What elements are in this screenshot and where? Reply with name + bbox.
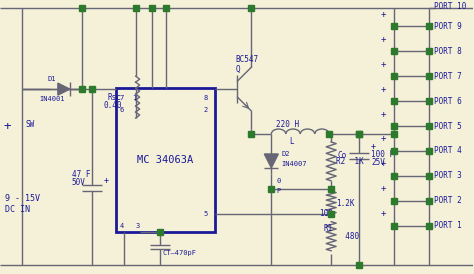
Text: +: + xyxy=(381,35,386,44)
Text: PORT 7: PORT 7 xyxy=(434,72,462,81)
Polygon shape xyxy=(264,154,278,168)
Text: 7: 7 xyxy=(120,95,124,101)
Text: R1: R1 xyxy=(323,224,332,233)
Text: 5: 5 xyxy=(203,211,208,217)
Text: PORT 2: PORT 2 xyxy=(434,196,462,205)
Text: +: + xyxy=(381,60,386,69)
Text: 2: 2 xyxy=(203,107,208,113)
Text: +: + xyxy=(381,209,386,218)
Text: L: L xyxy=(289,138,294,147)
Text: 25V: 25V xyxy=(371,158,385,167)
Text: D2: D2 xyxy=(281,151,290,157)
Text: +: + xyxy=(381,184,386,193)
Text: 4: 4 xyxy=(120,223,124,229)
Text: 1: 1 xyxy=(132,95,136,101)
Text: PORT 5: PORT 5 xyxy=(434,122,462,130)
Text: CT—470pF: CT—470pF xyxy=(163,250,197,256)
Text: 0.40: 0.40 xyxy=(103,101,122,110)
Text: 220 H: 220 H xyxy=(276,119,300,129)
Text: 9 - 15V
DC IN: 9 - 15V DC IN xyxy=(5,194,40,213)
Text: 6: 6 xyxy=(120,107,124,113)
Text: +: + xyxy=(381,10,386,19)
Text: +: + xyxy=(371,142,376,152)
Text: PORT 1: PORT 1 xyxy=(434,221,462,230)
Text: Co: Co xyxy=(337,152,346,161)
Text: P: P xyxy=(276,188,281,194)
Text: D1: D1 xyxy=(47,76,56,82)
Text: 480: 480 xyxy=(336,232,359,241)
Text: 47 F: 47 F xyxy=(72,170,91,179)
Text: IN4001: IN4001 xyxy=(39,96,64,102)
Text: 100: 100 xyxy=(319,209,333,218)
Text: PORT 10: PORT 10 xyxy=(434,2,466,11)
Text: 100 F: 100 F xyxy=(371,150,394,159)
Text: +: + xyxy=(4,120,11,133)
Text: PORT 4: PORT 4 xyxy=(434,147,462,155)
Text: Rsc: Rsc xyxy=(108,93,122,102)
Text: PORT 8: PORT 8 xyxy=(434,47,462,56)
Text: IN4007: IN4007 xyxy=(281,161,307,167)
Text: Q: Q xyxy=(236,65,240,74)
Text: MC 34063A: MC 34063A xyxy=(137,155,194,165)
Text: +: + xyxy=(104,176,109,185)
Text: PORT 6: PORT 6 xyxy=(434,97,462,105)
Polygon shape xyxy=(58,83,70,95)
Text: 3: 3 xyxy=(136,223,140,229)
Text: 8: 8 xyxy=(203,95,208,101)
Text: BC547: BC547 xyxy=(236,55,258,64)
Text: +: + xyxy=(381,135,386,144)
Text: R2  1K: R2 1K xyxy=(336,157,364,166)
Text: 50V: 50V xyxy=(72,178,86,187)
Text: PORT 3: PORT 3 xyxy=(434,172,462,180)
Text: 0: 0 xyxy=(276,178,281,184)
Text: +: + xyxy=(381,110,386,119)
Text: SW: SW xyxy=(26,120,35,129)
Text: +: + xyxy=(381,159,386,169)
Text: 1.2K: 1.2K xyxy=(336,199,355,208)
Text: PORT 9: PORT 9 xyxy=(434,22,462,31)
Bar xyxy=(116,88,216,232)
Text: +: + xyxy=(381,85,386,94)
